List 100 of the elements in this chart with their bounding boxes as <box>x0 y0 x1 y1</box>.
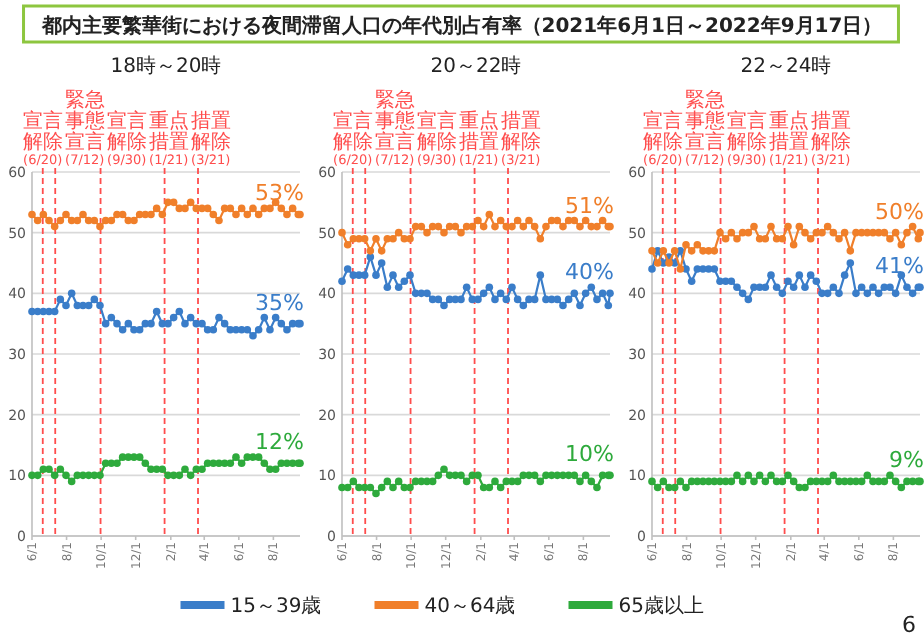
point <box>479 289 488 298</box>
point <box>479 222 488 231</box>
point <box>598 216 607 225</box>
point <box>118 210 127 219</box>
point <box>789 241 798 249</box>
annotation: 41% <box>875 253 924 280</box>
point <box>90 295 99 304</box>
point <box>485 283 494 292</box>
point <box>581 289 590 298</box>
point <box>130 216 138 225</box>
point <box>886 471 894 480</box>
point <box>767 471 775 480</box>
point <box>559 222 567 231</box>
point <box>665 259 673 267</box>
point <box>62 471 70 480</box>
point <box>468 222 477 231</box>
point <box>676 265 685 273</box>
point <box>45 216 53 225</box>
point <box>891 477 900 486</box>
point <box>914 234 923 243</box>
point <box>886 234 894 243</box>
point <box>863 289 872 298</box>
point <box>519 301 528 310</box>
point <box>186 313 195 322</box>
point <box>377 259 386 267</box>
point <box>186 471 195 480</box>
point <box>536 271 545 279</box>
point <box>175 307 184 316</box>
point <box>536 234 545 243</box>
point <box>908 289 917 298</box>
point <box>570 471 579 480</box>
point <box>113 459 121 467</box>
point <box>50 222 59 231</box>
point <box>203 204 212 213</box>
point <box>28 210 36 219</box>
point <box>56 465 65 474</box>
point <box>863 471 872 480</box>
point <box>778 477 787 486</box>
point <box>513 295 522 304</box>
point <box>406 483 414 492</box>
point <box>553 216 562 225</box>
point <box>198 319 206 328</box>
point <box>266 325 274 334</box>
point <box>96 301 104 310</box>
point <box>721 234 730 243</box>
point <box>542 222 550 231</box>
point <box>744 228 753 237</box>
point <box>710 247 719 255</box>
point <box>496 216 505 225</box>
point <box>795 222 804 231</box>
chart-subtitle: 22～24時 <box>740 54 832 78</box>
point <box>434 295 443 304</box>
point <box>530 222 539 231</box>
annotation: 51% <box>565 192 614 219</box>
chart-subtitle: 20～22時 <box>430 54 522 78</box>
point <box>62 301 70 310</box>
point <box>891 228 900 237</box>
point <box>406 271 414 279</box>
point <box>220 319 229 328</box>
chart-subtitle: 18時～20時 <box>110 54 222 78</box>
point <box>570 216 579 225</box>
point <box>428 477 437 486</box>
point <box>835 234 843 243</box>
annotation: 10% <box>565 441 614 468</box>
legend-label: 40～64歳 <box>424 594 516 618</box>
point <box>360 234 369 243</box>
point <box>124 319 133 328</box>
point <box>343 483 352 492</box>
point <box>801 483 809 492</box>
point <box>670 483 679 492</box>
point <box>508 283 516 292</box>
point <box>789 477 798 486</box>
point <box>90 216 99 225</box>
point <box>389 234 397 243</box>
point <box>451 222 460 231</box>
point <box>576 222 584 231</box>
point <box>462 283 471 292</box>
point <box>84 301 93 310</box>
point <box>829 283 838 292</box>
point <box>277 204 286 213</box>
point <box>880 477 889 486</box>
point <box>377 247 386 255</box>
point <box>750 477 758 486</box>
point <box>164 319 172 328</box>
point <box>400 277 409 285</box>
point <box>271 465 280 474</box>
point <box>50 471 59 480</box>
point <box>744 295 753 304</box>
point <box>209 210 218 219</box>
point <box>564 295 573 304</box>
point <box>232 210 240 219</box>
point <box>343 241 352 249</box>
point <box>525 216 533 225</box>
point <box>260 459 269 467</box>
point <box>682 241 690 249</box>
point <box>491 295 499 304</box>
text: 6 <box>902 612 916 638</box>
point <box>266 204 274 213</box>
point <box>784 222 792 231</box>
point <box>254 210 263 219</box>
